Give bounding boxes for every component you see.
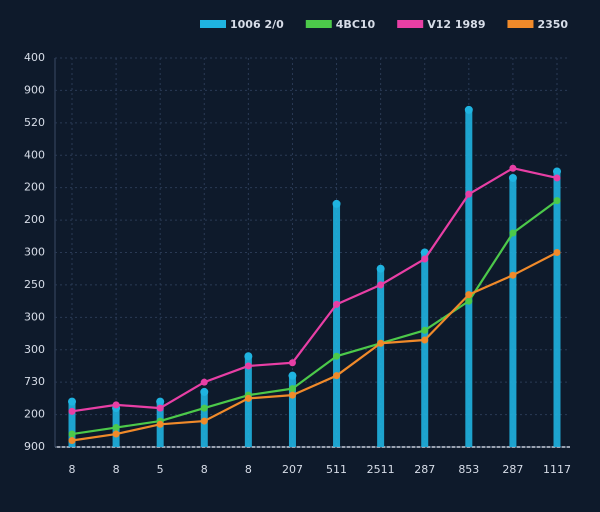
- bar-cap: [464, 105, 473, 114]
- legend-label: V12 1989: [427, 18, 485, 31]
- point: [509, 271, 517, 279]
- y-tick-label: 250: [24, 278, 45, 291]
- legend-label: 4BC10: [336, 18, 376, 31]
- point: [509, 229, 517, 237]
- point: [333, 352, 341, 360]
- point: [156, 404, 164, 412]
- bar: [333, 203, 341, 447]
- point: [68, 430, 76, 438]
- line: [71, 199, 558, 436]
- bar: [553, 171, 561, 448]
- x-tick-label: 853: [458, 463, 479, 476]
- point: [553, 249, 561, 256]
- legend-swatch: [507, 20, 534, 28]
- bar-cap: [508, 173, 517, 182]
- point: [421, 336, 429, 344]
- x-tick-label: 8: [113, 463, 120, 476]
- bar: [509, 177, 517, 448]
- point: [333, 372, 341, 380]
- bar: [421, 252, 429, 447]
- y-tick-label: 200: [24, 181, 45, 194]
- y-tick-label: 730: [24, 375, 45, 388]
- y-tick-label: 900: [24, 440, 45, 453]
- x-tick-label: 287: [414, 463, 435, 476]
- bar-cap: [288, 371, 297, 380]
- legend-swatch: [200, 20, 226, 28]
- point: [509, 164, 517, 172]
- y-tick-label: 900: [24, 83, 45, 96]
- point: [288, 391, 296, 399]
- x-tick-label: 8: [69, 463, 76, 476]
- point: [465, 297, 473, 305]
- legend: 1006 2/0 4BC10 V12 1989 2350: [200, 18, 568, 31]
- bar-cap: [156, 397, 165, 406]
- bar-cap: [332, 199, 341, 208]
- bar-cap: [553, 167, 561, 176]
- point: [288, 359, 296, 367]
- point: [553, 174, 561, 182]
- y-tick-label: 520: [24, 116, 45, 129]
- point: [465, 190, 473, 198]
- point: [156, 420, 164, 428]
- y-tick-label: 400: [24, 148, 45, 161]
- x-tick-label: 1117: [543, 463, 571, 476]
- point: [112, 401, 120, 409]
- legend-swatch: [397, 20, 424, 28]
- point: [200, 404, 208, 412]
- y-tick-label: 200: [24, 213, 45, 226]
- point: [244, 394, 252, 402]
- y-tick-label: 300: [24, 343, 45, 356]
- point: [244, 362, 252, 370]
- bar: [377, 268, 385, 447]
- point: [112, 424, 120, 432]
- bar-cap: [200, 387, 209, 396]
- x-tick-label: 511: [326, 463, 347, 476]
- bar: [68, 401, 76, 447]
- y-tick-label: 200: [24, 408, 45, 421]
- x-tick-label: 5: [157, 463, 164, 476]
- line: [71, 167, 558, 413]
- legend-swatch: [305, 20, 332, 28]
- line: [71, 251, 558, 442]
- point: [288, 385, 296, 393]
- x-tick-label: 8: [245, 463, 252, 476]
- bar-cap: [376, 264, 385, 273]
- bar: [465, 109, 473, 447]
- y-tick-label: 300: [24, 246, 45, 259]
- bar-cap: [244, 352, 253, 361]
- legend-label: 1006 2/0: [230, 18, 284, 31]
- x-tick-label: 2511: [367, 463, 395, 476]
- point: [553, 197, 561, 205]
- x-tick-label: 8: [201, 463, 208, 476]
- point: [333, 300, 341, 308]
- point: [200, 378, 208, 386]
- x-tick-label: 207: [282, 463, 303, 476]
- point: [377, 339, 385, 347]
- point: [68, 437, 76, 445]
- bar: [288, 375, 296, 447]
- bar-cap: [68, 397, 76, 406]
- point: [465, 291, 473, 299]
- point: [200, 417, 208, 425]
- point: [421, 326, 429, 334]
- y-tick-label: 300: [24, 310, 45, 323]
- point: [68, 407, 76, 415]
- point: [377, 281, 385, 289]
- legend-label: 2350: [537, 18, 568, 31]
- point: [112, 430, 120, 438]
- x-tick-label: 287: [502, 463, 523, 476]
- point: [421, 255, 429, 263]
- y-tick-label: 400: [24, 51, 45, 64]
